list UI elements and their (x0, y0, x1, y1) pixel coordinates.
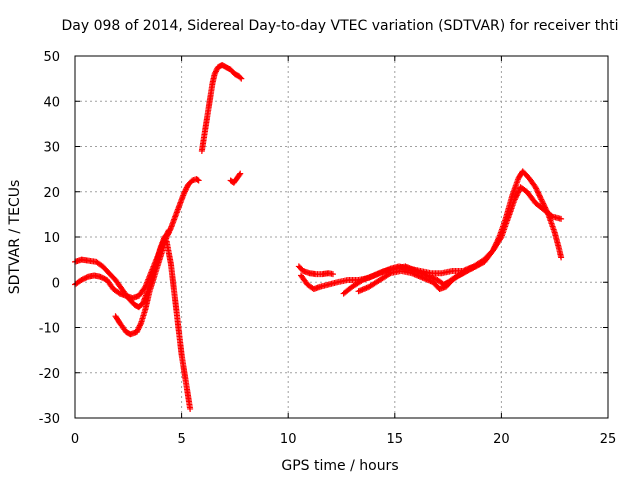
y-tick-label: 40 (43, 95, 60, 110)
y-tick-label: 50 (43, 50, 60, 65)
data-point (493, 240, 500, 247)
data-point (515, 188, 522, 195)
data-point (212, 68, 219, 75)
data-point (536, 193, 543, 200)
series-track-f (227, 170, 244, 186)
data-point (187, 405, 194, 412)
data-point (491, 244, 498, 251)
data-point (194, 176, 201, 183)
y-tick-label: 20 (43, 186, 60, 201)
data-point (542, 205, 549, 212)
data-point (543, 207, 550, 214)
data-point (538, 196, 545, 203)
x-tick-label: 20 (493, 432, 510, 447)
data-point (538, 197, 545, 204)
x-tick-label: 25 (600, 432, 617, 447)
data-point (536, 192, 543, 199)
data-point (542, 204, 549, 211)
plot-frame (74, 55, 609, 419)
data-point (212, 69, 219, 76)
y-tick-label: 0 (52, 276, 60, 291)
data-point (236, 171, 243, 178)
data-point (537, 195, 544, 202)
series-track-g (295, 263, 336, 278)
data-point (539, 199, 546, 206)
data-point (533, 185, 540, 192)
data-point (492, 242, 499, 249)
data-point (495, 235, 502, 242)
y-tick-label: 30 (43, 141, 60, 156)
data-point (558, 254, 565, 261)
data-point (540, 201, 547, 208)
series-track-d (163, 238, 194, 412)
data-point (491, 243, 498, 250)
data-point (213, 67, 220, 74)
x-tick-label: 10 (280, 432, 297, 447)
data-point (533, 186, 540, 193)
chart-title: Day 098 of 2014, Sidereal Day-to-day VTE… (62, 18, 619, 34)
y-tick-label: -30 (39, 412, 60, 427)
data-point (541, 203, 548, 210)
data-point (167, 226, 174, 233)
data-point (493, 239, 500, 246)
y-tick-label: -20 (39, 367, 60, 382)
data-point (195, 177, 202, 184)
x-tick-label: 5 (177, 432, 185, 447)
data-point (534, 188, 541, 195)
data-point (535, 189, 542, 196)
x-tick-label: 0 (71, 432, 79, 447)
tick-labels: 0 5 10 15 20 25 -30 -20 -10 0 10 20 30 40 50 (39, 50, 617, 447)
data-point (515, 189, 522, 196)
data-point (237, 74, 244, 81)
data-point (238, 75, 245, 82)
data-point (211, 71, 218, 78)
x-axis-label: GPS time / hours (281, 458, 398, 474)
data-point (514, 191, 521, 198)
series-track-j (355, 263, 479, 295)
data-point (329, 271, 336, 278)
data-point (540, 200, 547, 207)
data-point (472, 263, 479, 270)
data-point (471, 264, 478, 271)
x-tick-label: 15 (387, 432, 404, 447)
data-point (386, 271, 393, 278)
data-point (558, 215, 565, 222)
data-point (513, 192, 520, 199)
y-tick-label: -10 (39, 322, 60, 337)
data-point (237, 170, 244, 177)
y-axis-label: SDTVAR / TECUs (7, 180, 23, 295)
data-point (544, 210, 551, 217)
data-point (137, 321, 144, 328)
data-point (494, 236, 501, 243)
data-point (535, 191, 542, 198)
y-tick-label: 10 (43, 231, 60, 246)
series-track-c (112, 176, 202, 338)
data-point (494, 238, 501, 245)
data-point (532, 184, 539, 191)
data-point (489, 247, 496, 254)
series-track-e (198, 62, 245, 155)
data-point (490, 246, 497, 253)
data-point (544, 208, 551, 215)
